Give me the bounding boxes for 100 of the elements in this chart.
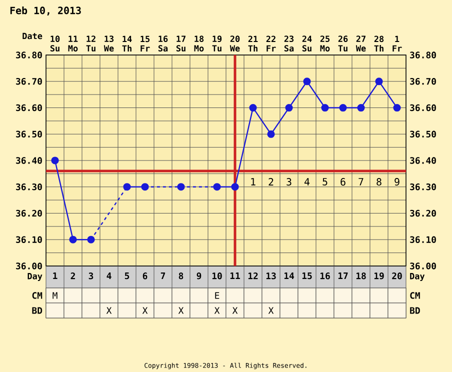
y2-tick-label: 36.10 [410,236,436,243]
x-tick-label: 3 [88,272,94,280]
x-tick-label: 4 [106,272,112,279]
y-tick-label: 36.60 [16,104,42,111]
x2-tick-label: 11 Mo [68,35,78,52]
x-tick-label: 16 [320,272,330,280]
x2-tick-label: 22 Fr [266,36,276,52]
annotation: 4 [304,178,310,186]
x2-tick-label: 26 Tu [338,35,348,52]
x-tick-label: 7 [160,272,166,279]
point [357,104,365,112]
annotation: 5 [322,178,328,186]
y-tick-label: 36.80 [16,51,42,58]
x2-tick-label: 28 Th [374,36,384,52]
y-tick-label: CM [32,292,42,299]
point [177,182,185,190]
point [339,104,347,112]
y2-tick-label: 36.20 [410,210,436,216]
x-tick-label: 13 [266,272,276,280]
x2-tick-label: 25 Mo [320,35,330,52]
y-tick-label: 36.20 [16,210,42,216]
point [213,182,221,190]
chart-title: Feb 10, 2013 [10,6,81,16]
y-tick-label: 36.30 [16,183,42,190]
y2-tick-label: 36.80 [410,51,436,58]
x2-tick-label: 14 Th [122,36,132,52]
x2-tick-label: 10 Su [50,35,60,52]
text: X [178,306,184,314]
point [51,156,59,164]
x-tick-label: 12 [248,272,258,279]
annotation: 1 [251,178,256,186]
point [87,236,95,244]
y2-tick-label: 36.40 [410,156,436,164]
x-tick-label: 6 [142,272,148,280]
x-tick-label: 8 [178,272,184,280]
x2-tick-label: 23 Sa [284,35,294,52]
x2-tick-label: 21 Th [248,36,258,52]
x-tick-label: 5 [124,272,130,279]
text: X [214,306,220,314]
annotation: 6 [340,178,346,186]
x2-tick-label: 18 Mo [194,35,204,52]
text: X [106,306,112,314]
y2-tick-label: CM [410,292,420,299]
point [231,182,239,190]
y-tick-label: 36.00 [16,262,42,270]
x-tick-label: 10 [212,272,222,280]
text: E [215,292,220,299]
x2-tick-label: 12 Tu [86,35,96,52]
x-axis-title: Day [28,272,42,281]
y2-tick-label: 36.70 [410,78,436,85]
text: Day [410,272,425,281]
y-tick-label: 36.10 [16,236,42,243]
x2-tick-label: 24 Su [302,35,312,52]
text: X [268,306,274,314]
point [321,104,329,112]
x-tick-label: 17 [338,272,348,279]
point [393,104,401,112]
x-tick-label: 20 [392,272,402,280]
point [285,104,293,112]
text: X [232,306,238,314]
x-tick-label: 14 [284,272,294,279]
x2-tick-label: 1 Fr [392,36,402,52]
point [375,77,383,85]
x-tick-label: 18 [356,272,366,280]
x2-tick-label: 19 Tu [212,35,222,52]
x-tick-label: 15 [302,272,312,279]
x-tick-label: 1 [53,272,58,279]
text: M [52,292,58,299]
y2-tick-label: 36.30 [410,183,436,190]
y-tick-label: BD [32,306,42,314]
annotation: 8 [376,178,382,186]
x2-tick-label: 27 We [356,35,366,52]
y2-tick-label: 36.00 [410,262,436,270]
y-tick-label: 36.50 [16,130,42,138]
annotation: 9 [394,178,400,186]
annotation: 3 [286,178,292,186]
point [249,104,257,112]
point [303,77,311,85]
x2-tick-label: 17 Su [176,35,186,52]
x-tick-label: 11 [230,272,240,279]
y2-tick-label: 36.60 [410,104,436,111]
point [141,182,149,190]
x2-tick-label: 13 We [104,35,114,52]
y2-tick-label: 36.50 [410,130,436,138]
annotation: 7 [358,178,364,186]
point [267,130,275,138]
annotation: 2 [268,178,274,186]
y2-tick-label: BD [410,306,420,314]
x2-tick-label: 20 We [230,35,240,52]
y-tick-label: 36.40 [16,156,42,164]
x-tick-label: 19 [374,272,384,280]
x2-axis-title: Date [22,32,42,39]
y-tick-label: 36.70 [16,78,42,85]
x2-tick-label: 15 Fr [140,36,150,52]
text: X [142,306,148,314]
point [123,182,131,190]
x-tick-label: 2 [70,272,75,279]
point [69,236,77,244]
x2-tick-label: 16 Sa [158,35,168,52]
x-tick-label: 9 [196,272,202,280]
